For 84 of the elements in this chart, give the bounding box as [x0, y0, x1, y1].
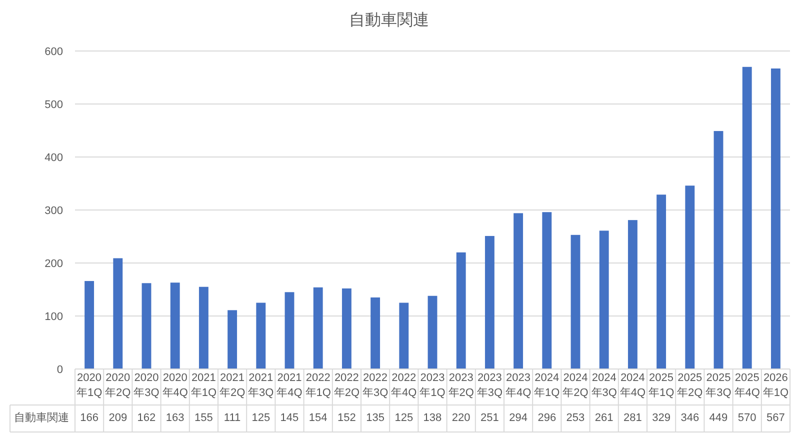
x-tick-label: 2024年2Q: [562, 371, 590, 401]
x-tick-label: 2022年3Q: [361, 371, 390, 401]
data-label: 166: [79, 411, 100, 426]
bar: [170, 282, 180, 369]
x-tick-label: 2025年4Q: [733, 371, 761, 401]
data-label: 125: [394, 411, 414, 426]
x-tick-label: 2025年2Q: [676, 371, 704, 401]
bar: [628, 220, 638, 369]
bar: [198, 286, 208, 369]
x-tick-label: 2026年1Q: [762, 371, 790, 401]
bar: [742, 66, 752, 369]
x-tick-label: 2021年1Q: [190, 371, 218, 401]
x-tick-label: 2024年3Q: [590, 371, 618, 401]
data-label: 261: [594, 411, 614, 426]
bar: [399, 302, 409, 369]
x-tick-label: 2020年2Q: [104, 371, 132, 401]
data-label: 138: [422, 411, 443, 426]
x-tick-label: 2023年3Q: [476, 371, 504, 401]
data-label: 111: [222, 411, 242, 426]
y-tick-label: 200: [44, 258, 63, 270]
data-label: 251: [480, 411, 500, 426]
x-tick-label: 2024年1Q: [533, 371, 561, 401]
data-label: 162: [136, 411, 157, 426]
data-label: 220: [450, 411, 472, 426]
x-tick-label: 2022年4Q: [390, 371, 418, 401]
x-tick-label: 2020年4Q: [161, 371, 189, 401]
x-tick-label: 2025年1Q: [647, 371, 676, 401]
bar: [228, 310, 238, 369]
data-label: 155: [194, 411, 214, 426]
bar: [370, 297, 380, 369]
x-tick-label: 2024年4Q: [618, 371, 647, 401]
bar: [256, 302, 266, 369]
x-tick-label: 2021年2Q: [218, 371, 246, 401]
bar: [656, 194, 666, 369]
data-label: 296: [536, 411, 558, 426]
bar: [342, 288, 352, 369]
x-tick-label: 2022年2Q: [332, 371, 361, 401]
data-label: 209: [108, 411, 128, 426]
y-tick-label: 500: [44, 99, 63, 111]
data-label: 163: [164, 411, 186, 426]
text: 自動車関連: [14, 411, 70, 426]
bar: [714, 131, 724, 369]
data-label: 152: [336, 411, 357, 426]
y-tick-label: 100: [44, 311, 63, 323]
x-tick-label: 2020年3Q: [132, 371, 160, 401]
x-tick-label: 2020年1Q: [75, 371, 104, 401]
data-label: 294: [508, 411, 528, 426]
bar: [313, 287, 323, 369]
data-label: 281: [622, 411, 643, 426]
y-tick-label: 300: [44, 205, 63, 217]
bar: [142, 283, 152, 369]
data-label: 125: [250, 411, 272, 426]
x-tick-label: 2021年3Q: [247, 371, 275, 401]
data-label: 154: [308, 411, 328, 426]
y-tick-label: 0: [56, 364, 63, 376]
bar: [456, 252, 466, 369]
data-label: 567: [766, 411, 786, 426]
x-tick-label: 2021年4Q: [276, 371, 304, 401]
bar: [514, 213, 524, 369]
y-tick-label: 400: [44, 152, 63, 164]
data-label: 346: [680, 411, 700, 426]
x-tick-label: 2023年1Q: [418, 371, 446, 401]
data-label: 145: [279, 411, 300, 426]
x-tick-label: 2025年3Q: [704, 371, 732, 401]
bar: [770, 68, 780, 369]
y-tick-label: 600: [44, 46, 63, 58]
data-label: 449: [708, 411, 729, 426]
x-tick-label: 2022年1Q: [304, 371, 332, 401]
data-label: 329: [651, 411, 672, 426]
bar: [484, 236, 494, 369]
chart-title: 自動車関連: [348, 11, 430, 31]
bar: [113, 258, 123, 369]
bar: [570, 234, 580, 369]
bar: [284, 292, 294, 369]
bar: [542, 212, 552, 369]
x-tick-label: 2023年2Q: [447, 371, 475, 401]
x-tick-label: 2023年4Q: [504, 371, 532, 401]
bar: [599, 230, 609, 369]
data-label: 253: [565, 411, 586, 426]
bar: [685, 186, 695, 369]
bar: [428, 296, 438, 369]
data-label: 570: [736, 411, 758, 426]
data-label: 135: [365, 411, 386, 426]
bar: [84, 281, 94, 369]
